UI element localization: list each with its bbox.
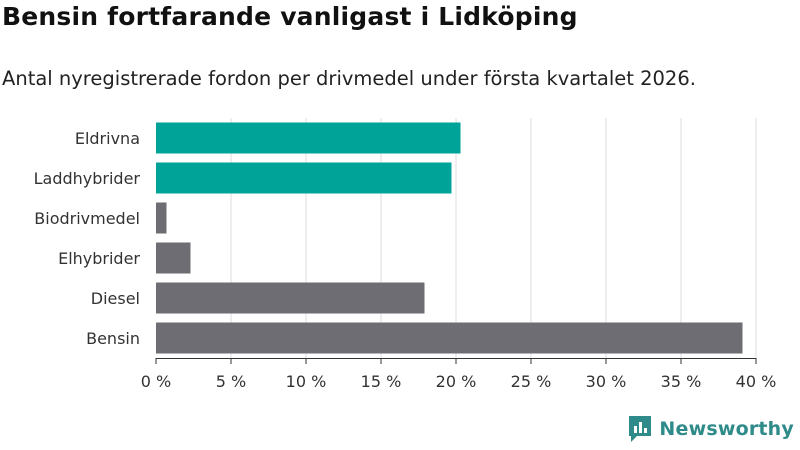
chart-title: Bensin fortfarande vanligast i Lidköping: [2, 2, 578, 31]
bar: [156, 122, 461, 154]
x-tick-label: 15 %: [361, 372, 402, 391]
x-tick-label: 0 %: [141, 372, 171, 391]
bar: [156, 162, 452, 194]
category-label: Biodrivmedel: [34, 209, 140, 228]
category-label: Diesel: [91, 289, 140, 308]
x-tick-label: 30 %: [586, 372, 627, 391]
brand-name: Newsworthy: [659, 418, 794, 440]
category-label: Elhybrider: [58, 249, 140, 268]
x-tick-label: 20 %: [436, 372, 477, 391]
x-tick-label: 10 %: [286, 372, 327, 391]
newsworthy-logo-icon: [629, 416, 652, 442]
x-tick-label: 40 %: [736, 372, 777, 391]
chart-subtitle: Antal nyregistrerade fordon per drivmede…: [2, 67, 696, 90]
bar: [156, 282, 425, 314]
brand: Newsworthy: [627, 414, 794, 444]
bar: [156, 322, 743, 354]
category-label: Eldrivna: [75, 129, 140, 148]
category-label: Laddhybrider: [34, 169, 141, 188]
x-tick-label: 35 %: [661, 372, 702, 391]
x-tick-label: 5 %: [216, 372, 246, 391]
bar: [156, 242, 191, 274]
x-tick-label: 25 %: [511, 372, 552, 391]
bar: [156, 202, 167, 234]
category-label: Bensin: [86, 329, 140, 348]
